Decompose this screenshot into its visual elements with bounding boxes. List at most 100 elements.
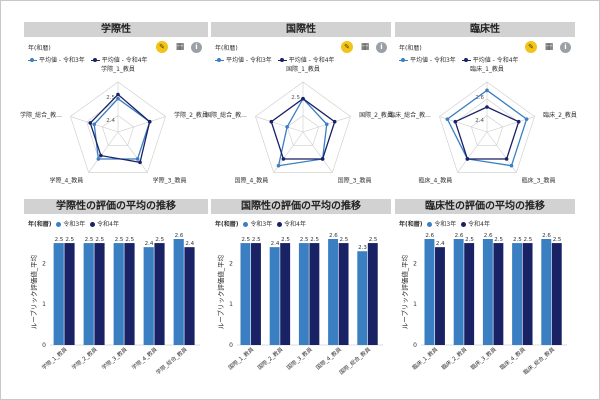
bar-data-label: 2.5 [339,237,348,243]
bar-data-label: 2.5 [523,237,532,243]
info-icon[interactable]: i [376,42,387,53]
series-r3-swatch [56,222,62,227]
bar [269,247,280,345]
x-tick-label: 臨床_2_教員 [440,345,469,371]
bar [522,243,533,345]
radar-spoke [302,131,333,173]
x-tick-label: 臨床_総合_教員 [521,345,556,376]
bar-panel-1: 学際性の評価の平均の推移 年(和暦) 令和3年 令和4年 2 1 0 ルーブリック評価… [24,199,208,379]
series-r4-marker [90,58,100,62]
legend-items: 平均値 - 令和3年 平均値 - 令和4年 [24,55,148,64]
series-r4-swatch [277,222,283,227]
bar-data-label: 2.5 [115,237,124,243]
bar-chart: 210ルーブリック評価値_平均2.62.4臨床_1_教員2.62.5臨床_2_教… [400,233,567,376]
bar [482,239,493,345]
legend-title: 年(和暦) [399,45,422,52]
table-icon[interactable]: ▦ [360,42,370,52]
y-tick-label: 1 [42,301,46,308]
bar [154,243,165,345]
bar-data-label: 2.5 [300,237,309,243]
radar-axis-label: 学際_1_教員 [101,65,135,73]
bar [328,239,339,345]
radar-point [116,92,120,97]
legend-title: 年(和暦) [215,45,238,52]
radar-series-line [454,106,520,160]
radar-point [524,117,529,121]
table-icon[interactable]: ▦ [544,42,554,52]
legend: 年(和暦) [399,43,422,52]
bar-panel-2: 国際性の評価の平均の推移 年(和暦) 令和3年 令和4年 2 1 0 ルーブリック評価… [211,199,391,379]
bar-data-label: 2.5 [513,237,522,243]
pencil-icon[interactable]: ✎ [341,41,353,53]
legend-r3: 平均値 - 令和3年 [39,57,85,64]
radar-ring-label: 2.5 [106,95,115,101]
bar-data-label: 2.5 [281,237,290,243]
y-tick-label: 2 [413,260,417,267]
bar-data-label: 2.6 [175,233,184,239]
bar [124,243,135,345]
x-tick-label: 臨床_1_教員 [410,345,439,371]
bar-title: 臨床性の評価の平均の推移 [395,199,575,214]
bar-data-label: 2.5 [252,237,261,243]
legend-items: 平均値 - 令和3年 平均値 - 令和4年 [395,55,519,64]
radar-point [276,163,281,168]
legend-r3: 令和3年 [250,221,273,228]
radar-point [135,157,140,161]
radar-axis-label: 国際_総合_教... [205,111,247,119]
bar-data-label: 2.5 [55,237,64,243]
table-icon[interactable]: ▦ [175,42,185,52]
pencil-icon[interactable]: ✎ [156,41,168,53]
legend-title: 年(和暦) [28,221,52,228]
legend-title: 年(和暦) [28,45,51,52]
bar [240,243,251,345]
radar-axis-label: 国際_4_教員 [234,177,268,185]
y-axis-label: ルーブリック評価値_平均 [400,254,409,329]
legend-r3: 令和3年 [63,221,86,228]
y-tick-label: 0 [413,342,417,349]
bar [94,243,105,345]
x-tick-label: 臨床_4_教員 [498,345,527,371]
pencil-icon[interactable]: ✎ [525,41,537,53]
bar [113,243,124,345]
bar-data-label: 2.5 [494,237,503,243]
radar-axis-label: 学際_4_教員 [49,177,83,185]
x-tick-label: 国際_総合_教員 [337,345,372,376]
radar-axis-label: 臨床_1_教員 [470,65,504,73]
info-icon[interactable]: i [560,42,571,53]
radar-axis-label: 国際_3_教員 [338,177,372,185]
info-icon[interactable]: i [191,42,202,53]
radar-series-line [446,89,528,167]
bar-data-label: 2.6 [542,233,551,239]
x-tick-label: 学際_1_教員 [40,345,69,371]
legend-items: 平均値 - 令和3年 平均値 - 令和4年 [211,55,335,64]
bar-legend: 年(和暦) 令和3年 令和4年 [399,219,490,228]
radar-ring-label: 2.6 [475,95,484,101]
bar-data-label: 2.5 [553,237,562,243]
bar [357,251,368,345]
radar-ring-label: 2.4 [106,118,115,124]
bar [512,243,523,345]
radar-series-line [93,97,151,160]
x-tick-label: 国際_2_教員 [256,345,285,371]
radar-axis-label: 臨床_4_教員 [418,177,452,185]
bar-data-label: 2.5 [155,237,164,243]
bar-data-label: 2.5 [369,237,378,243]
legend-r4: 平均値 - 令和4年 [472,57,519,64]
bar [435,247,445,345]
legend-r3: 令和3年 [434,221,457,228]
bar-title: 国際性の評価の平均の推移 [211,199,391,214]
series-r4-marker [461,58,471,62]
y-tick-label: 2 [42,260,46,267]
radar-point [504,157,509,161]
radar-point [138,160,142,165]
bar-data-label: 2.4 [145,241,154,247]
series-r4-swatch [461,222,467,227]
bar [309,243,320,345]
radar-point [147,119,152,124]
y-axis-label: ルーブリック評価値_平均 [216,254,225,329]
radar-point [285,125,289,129]
bar-legend: 年(和暦) 令和3年 令和4年 [28,219,119,228]
bar-panel-3: 臨床性の評価の平均の推移 年(和暦) 令和3年 令和4年 2 1 0 ルーブリック評価… [395,199,575,379]
